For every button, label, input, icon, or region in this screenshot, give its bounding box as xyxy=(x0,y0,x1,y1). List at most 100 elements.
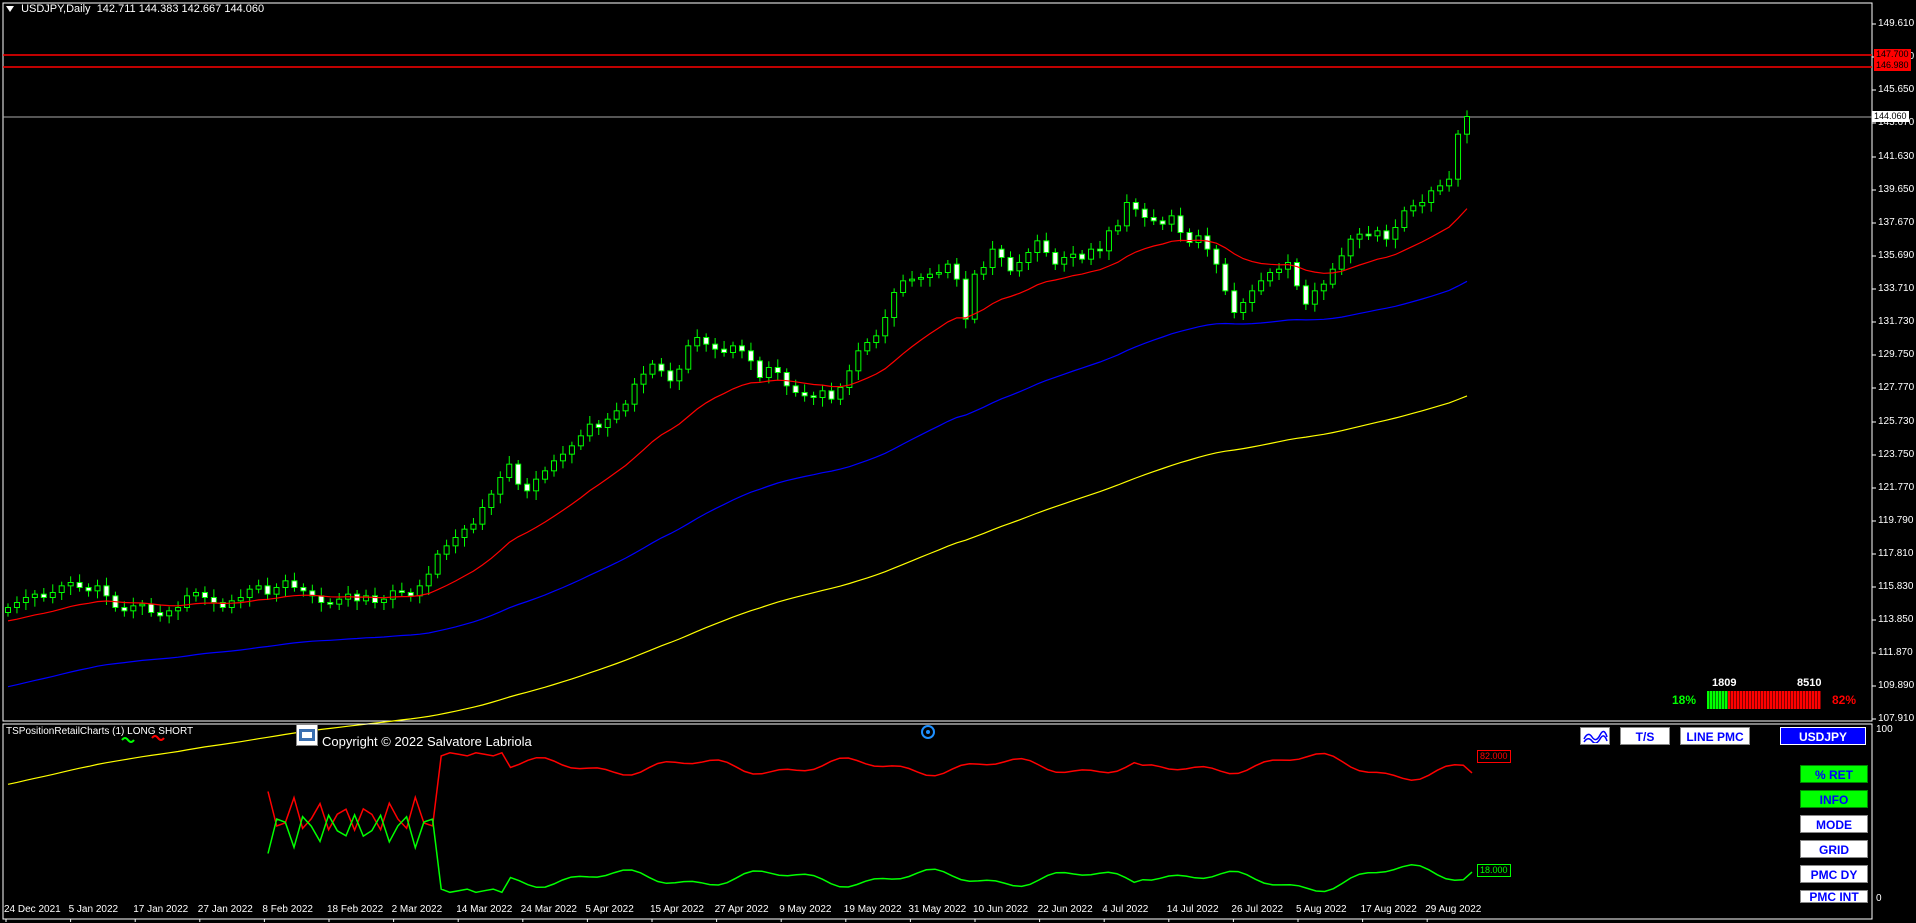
candle-body xyxy=(756,360,763,379)
target-icon[interactable] xyxy=(921,725,935,739)
candle-body xyxy=(318,595,325,603)
candle-body xyxy=(524,483,531,492)
candle-body xyxy=(121,607,128,612)
candle-body xyxy=(1347,238,1354,257)
time-tick-label: 26 Jul 2022 xyxy=(1231,904,1284,915)
grid-button[interactable]: GRID xyxy=(1800,840,1868,858)
price-tick-label: 123.750 xyxy=(1878,449,1915,460)
candle-body xyxy=(864,342,871,352)
candle-body xyxy=(1392,227,1399,240)
candle-body xyxy=(577,435,584,447)
candle-body xyxy=(891,292,898,318)
candle-body xyxy=(568,445,575,455)
candle-body xyxy=(828,390,835,400)
legend-wave-icon xyxy=(121,735,165,743)
sub-scale-top: 100 xyxy=(1876,724,1893,735)
candle-body xyxy=(1311,290,1318,305)
candle-body xyxy=(175,607,182,612)
candle-body xyxy=(461,528,468,539)
pmc-dy-button[interactable]: PMC DY xyxy=(1800,865,1868,883)
candle-body xyxy=(1168,215,1175,225)
symbol-button[interactable]: USDJPY xyxy=(1780,727,1866,745)
ts-button[interactable]: T/S xyxy=(1620,727,1670,745)
candle-body xyxy=(5,607,11,613)
candle-body xyxy=(1123,202,1130,227)
price-tick-label: 129.750 xyxy=(1878,349,1915,360)
price-tick-label: 119.790 xyxy=(1878,515,1914,526)
price-tick-label: 117.810 xyxy=(1878,548,1914,559)
candle-body xyxy=(1150,217,1157,222)
candle-body xyxy=(783,372,790,387)
price-tick-label: 115.830 xyxy=(1878,581,1914,592)
candle-body xyxy=(1204,235,1211,250)
time-tick-label: 5 Apr 2022 xyxy=(585,904,634,915)
collapse-triangle-icon[interactable] xyxy=(6,6,14,13)
candle-body xyxy=(327,602,334,605)
candle-body xyxy=(730,345,737,354)
symbol-timeframe: USDJPY,Daily xyxy=(21,3,91,15)
time-tick-label: 4 Jul 2022 xyxy=(1102,904,1149,915)
time-tick-label: 18 Feb 2022 xyxy=(327,904,384,915)
candle-body xyxy=(837,387,844,400)
short-count: 8510 xyxy=(1797,677,1822,689)
candle-body xyxy=(255,585,262,590)
pmc-int-button[interactable]: PMC INT xyxy=(1800,890,1868,903)
candle-body xyxy=(94,585,101,592)
candle-body xyxy=(58,585,65,593)
time-tick-label: 2 Mar 2022 xyxy=(391,904,443,915)
candle-body xyxy=(1258,280,1265,292)
candle-body xyxy=(1410,205,1417,212)
candle-body xyxy=(1437,185,1444,192)
candle-body xyxy=(873,335,880,344)
candle-body xyxy=(926,273,933,278)
candle-body xyxy=(703,337,710,345)
candle-body xyxy=(971,273,978,320)
candle-body xyxy=(819,390,826,399)
candle-body xyxy=(747,350,754,362)
candle-body xyxy=(470,523,477,530)
time-tick-label: 9 May 2022 xyxy=(779,904,832,915)
candle-body xyxy=(551,460,558,472)
price-tick-label: 137.670 xyxy=(1878,217,1915,228)
time-tick-label: 27 Apr 2022 xyxy=(714,904,769,915)
candle-body xyxy=(980,267,987,275)
time-tick-label: 19 May 2022 xyxy=(843,904,902,915)
price-tick-label: 143.670 xyxy=(1878,117,1915,128)
candle-body xyxy=(685,345,692,370)
candle-body xyxy=(882,317,889,337)
mode-button[interactable]: MODE xyxy=(1800,815,1868,833)
candle-body xyxy=(201,592,208,598)
info-button[interactable]: INFO xyxy=(1800,790,1868,808)
candle-body xyxy=(1329,268,1336,285)
candle-body xyxy=(1043,240,1050,253)
price-tick-label: 135.690 xyxy=(1878,250,1915,261)
candle-body xyxy=(380,598,387,604)
candle-body xyxy=(1231,290,1238,314)
ohlc-values: 142.711 144.383 142.667 144.060 xyxy=(96,3,265,15)
copyright-text: Copyright © 2022 Salvatore Labriola xyxy=(322,734,532,749)
candle-body xyxy=(989,248,996,269)
candle-body xyxy=(855,350,862,372)
candle-body xyxy=(157,612,164,617)
candle-body xyxy=(953,263,960,280)
candle-body xyxy=(1302,285,1309,305)
chart-header: USDJPY,Daily 142.711 144.383 142.667 144… xyxy=(6,3,264,15)
candle-body xyxy=(371,595,378,603)
candle-body xyxy=(1141,208,1148,219)
candle-body xyxy=(667,370,674,382)
candle-body xyxy=(1276,268,1283,273)
wave-toggle-button[interactable] xyxy=(1580,727,1610,745)
sub-scale-bottom: 0 xyxy=(1876,893,1882,904)
current-price-label: 144.060 xyxy=(1872,111,1909,122)
candle-body xyxy=(935,272,942,275)
time-tick-label: 10 Jun 2022 xyxy=(973,904,1029,915)
candle-body xyxy=(595,423,602,428)
long-count: 1809 xyxy=(1712,677,1737,689)
price-tick-label: 145.650 xyxy=(1878,84,1915,95)
ret-button[interactable]: % RET xyxy=(1800,765,1868,783)
candle-body xyxy=(1320,283,1327,292)
candle-body xyxy=(1079,253,1086,260)
candle-body xyxy=(613,410,620,420)
line-pmc-button[interactable]: LINE PMC xyxy=(1680,727,1750,745)
